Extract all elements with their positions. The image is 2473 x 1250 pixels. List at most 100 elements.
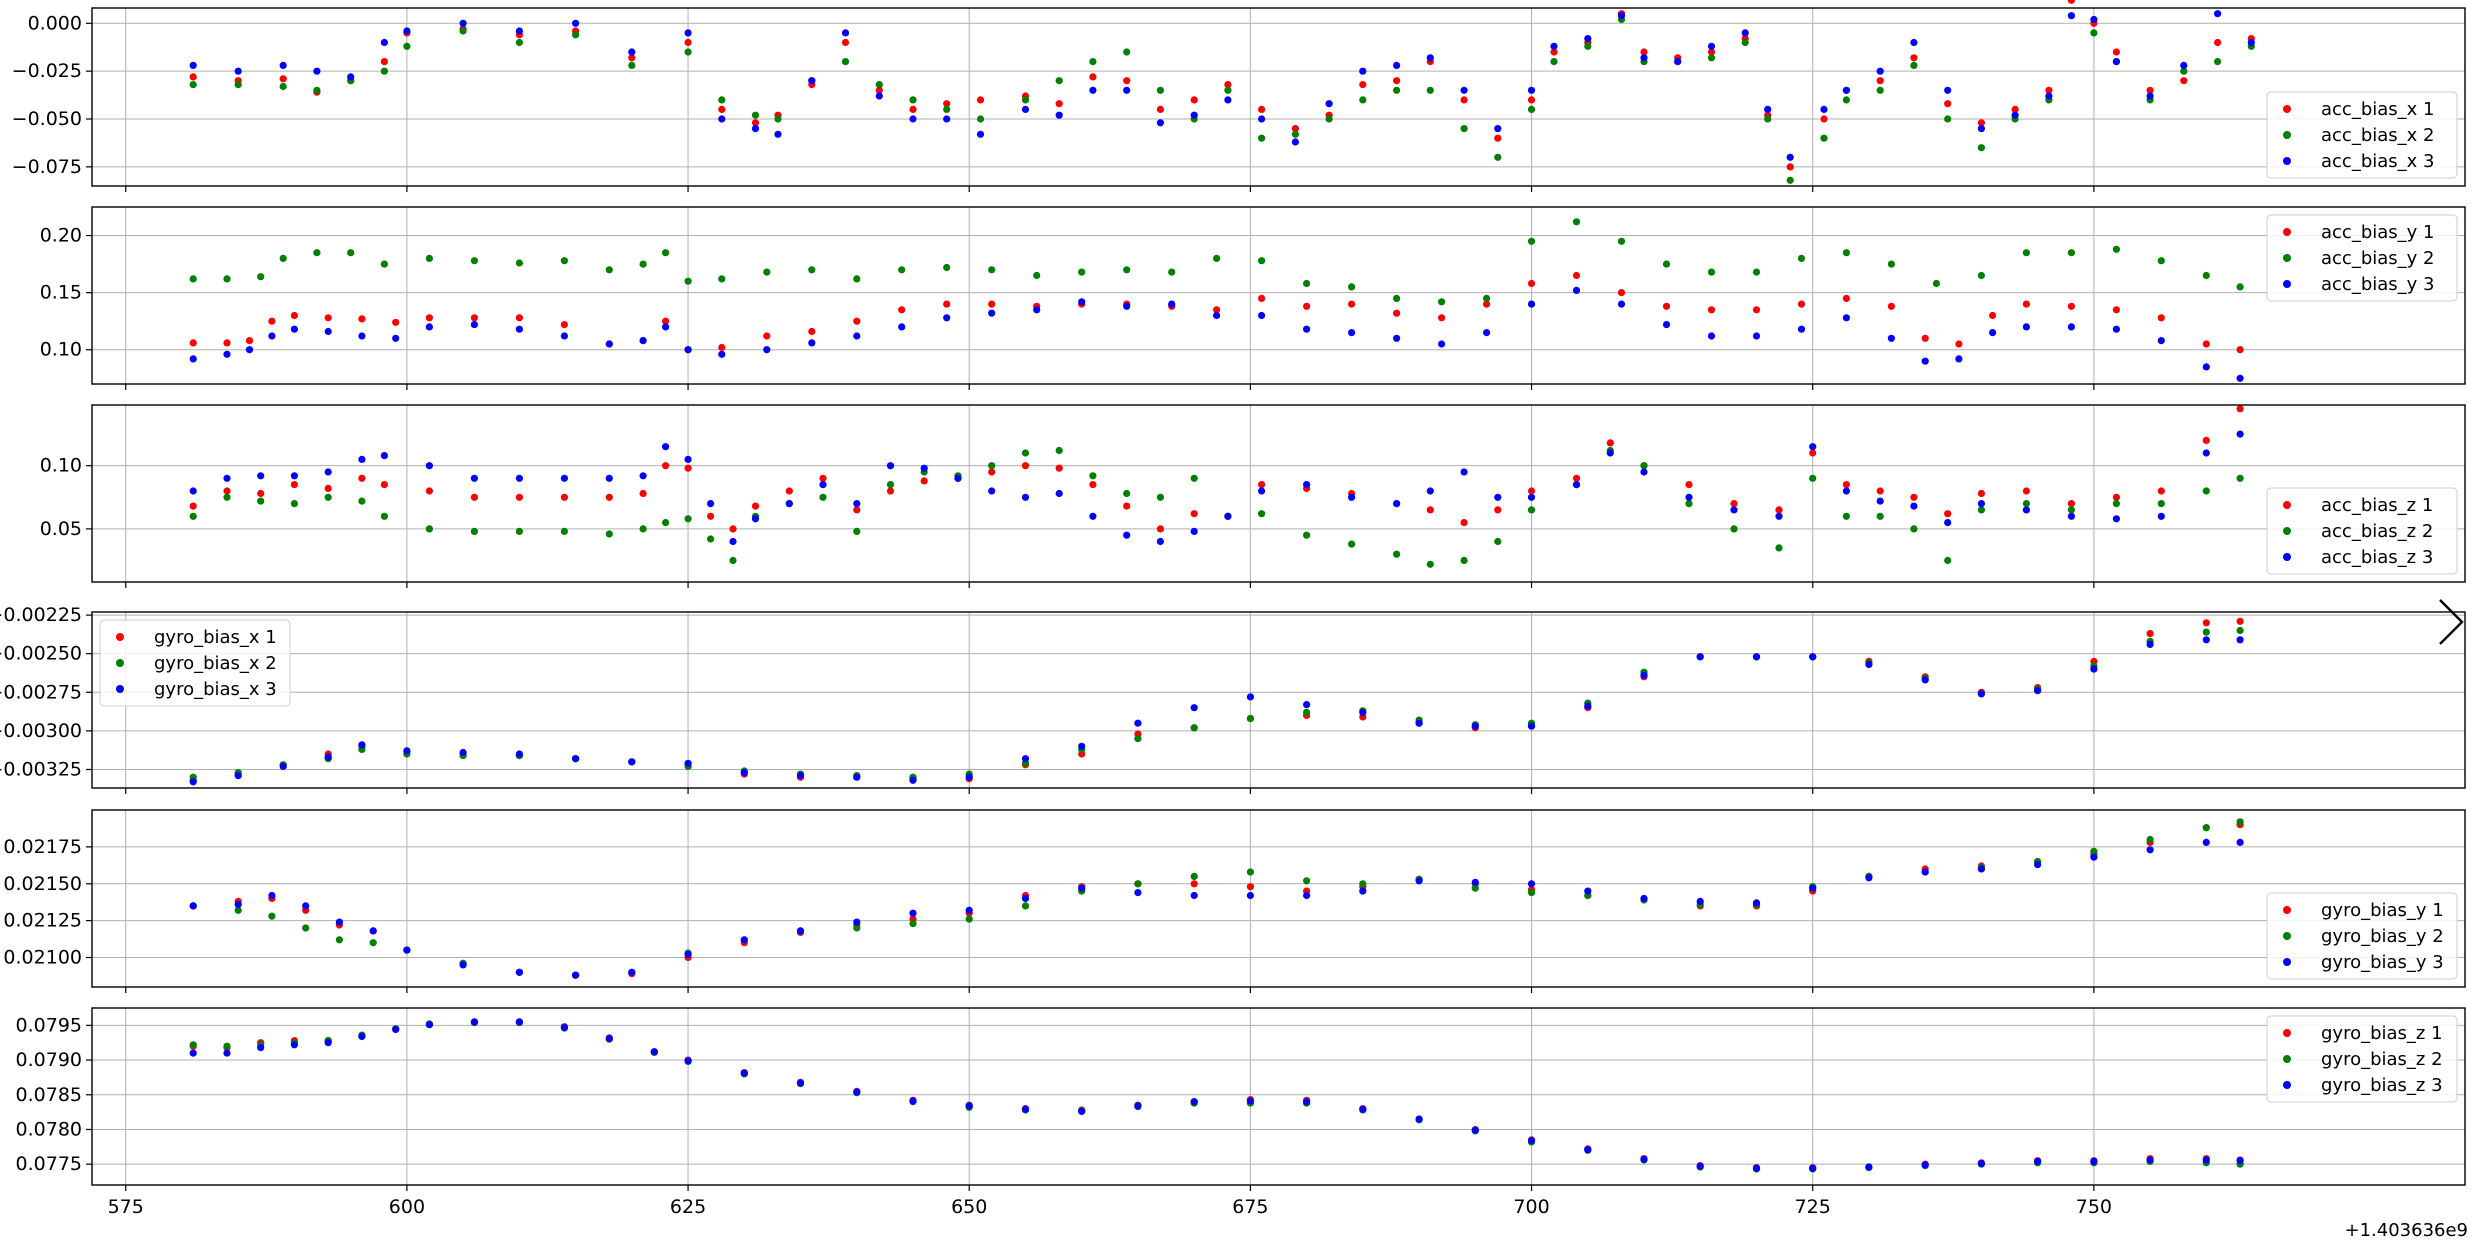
legend-label: acc_bias_x 1 (2321, 99, 2434, 120)
data-point (358, 315, 365, 322)
data-point (797, 927, 804, 934)
data-point (2113, 326, 2120, 333)
data-point (1078, 743, 1085, 750)
data-point (561, 494, 568, 501)
legend-label: gyro_bias_z 2 (2321, 1049, 2443, 1070)
data-point (943, 115, 950, 122)
data-point (752, 515, 759, 522)
data-point (752, 503, 759, 510)
data-point (1764, 106, 1771, 113)
data-point (1584, 888, 1591, 895)
data-point (1640, 54, 1647, 61)
data-point (685, 278, 692, 285)
y-tick-label: 0.05 (40, 518, 82, 540)
data-point (561, 332, 568, 339)
y-tick-label: 0.0780 (16, 1118, 82, 1140)
data-point (561, 321, 568, 328)
y-tick-label: −0.00225 (0, 604, 82, 626)
data-point (2203, 437, 2210, 444)
data-point (1607, 439, 1614, 446)
data-point (516, 259, 523, 266)
data-point (977, 131, 984, 138)
data-point (516, 326, 523, 333)
data-point (223, 1043, 230, 1050)
data-point (2113, 494, 2120, 501)
data-point (1022, 106, 1029, 113)
data-point (1753, 306, 1760, 313)
data-point (1989, 312, 1996, 319)
data-point (1359, 68, 1366, 75)
y-tick-label: −0.00250 (0, 643, 82, 665)
data-point (223, 487, 230, 494)
data-point (1258, 106, 1265, 113)
data-point (291, 481, 298, 488)
data-point (2203, 839, 2210, 846)
data-point (257, 273, 264, 280)
data-point (1359, 880, 1366, 887)
data-point (257, 1044, 264, 1051)
data-point (302, 924, 309, 931)
data-point (1134, 880, 1141, 887)
data-point (685, 48, 692, 55)
data-point (898, 323, 905, 330)
data-point (1494, 154, 1501, 161)
data-point (1809, 449, 1816, 456)
data-point (718, 275, 725, 282)
data-point (1056, 490, 1063, 497)
data-point (358, 332, 365, 339)
data-point (2158, 513, 2165, 520)
data-point (1944, 100, 1951, 107)
data-point (1247, 892, 1254, 899)
data-point (1573, 481, 1580, 488)
data-point (1753, 653, 1760, 660)
data-point (1033, 272, 1040, 279)
data-point (685, 951, 692, 958)
data-point (1326, 100, 1333, 107)
data-point (853, 774, 860, 781)
data-point (1528, 280, 1535, 287)
data-point (842, 29, 849, 36)
legend-label: gyro_bias_y 1 (2321, 900, 2444, 921)
data-point (426, 314, 433, 321)
data-point (606, 1035, 613, 1042)
data-point (707, 535, 714, 542)
data-point (2180, 77, 2187, 84)
data-point (1843, 249, 1850, 256)
x-tick-label: 700 (1513, 1196, 1549, 1218)
data-point (1022, 1106, 1029, 1113)
data-point (471, 494, 478, 501)
data-point (280, 83, 287, 90)
data-point (2023, 301, 2030, 308)
data-point (516, 1018, 523, 1025)
data-point (246, 346, 253, 353)
data-point (2147, 836, 2154, 843)
data-point (2248, 39, 2255, 46)
data-point (1494, 506, 1501, 513)
data-point (1888, 261, 1895, 268)
data-point (223, 275, 230, 282)
data-point (853, 1088, 860, 1095)
data-point (358, 741, 365, 748)
legend-label: acc_bias_x 2 (2321, 125, 2434, 146)
data-point (1798, 326, 1805, 333)
data-point (280, 255, 287, 262)
data-point (2068, 12, 2075, 19)
data-point (853, 528, 860, 535)
data-point (2023, 249, 2030, 256)
data-point (1640, 468, 1647, 475)
data-point (1359, 1106, 1366, 1113)
data-point (2034, 861, 2041, 868)
data-point (1461, 87, 1468, 94)
data-point (1584, 43, 1591, 50)
data-point (1348, 301, 1355, 308)
data-point (1730, 506, 1737, 513)
data-point (1708, 306, 1715, 313)
data-point (1303, 280, 1310, 287)
data-point (1922, 335, 1929, 342)
data-point (325, 328, 332, 335)
data-point (2147, 92, 2154, 99)
data-point (898, 266, 905, 273)
legend-marker (116, 659, 124, 667)
